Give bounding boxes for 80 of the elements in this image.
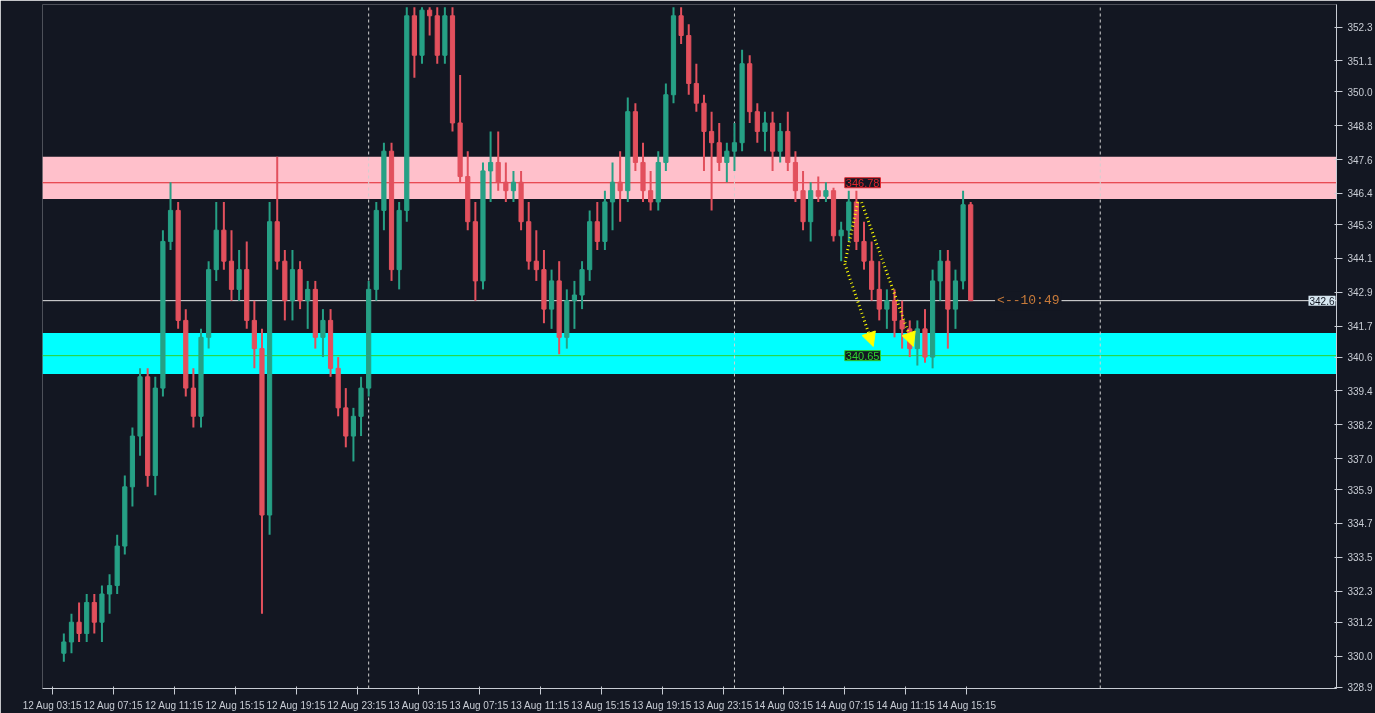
candlestick: [762, 110, 768, 153]
x-tick-label: 12 Aug 07:15: [83, 699, 144, 711]
x-tick-label: 13 Aug 03:15: [388, 699, 448, 711]
y-tick-label: 342.9: [1347, 287, 1373, 299]
candlestick: [106, 573, 113, 615]
candlestick: [510, 169, 517, 203]
candlestick: [678, 6, 684, 45]
candlestick: [838, 220, 844, 263]
y-tick-label: 338.2: [1347, 419, 1373, 431]
candlestick: [914, 319, 920, 367]
candlestick: [777, 121, 783, 164]
candlestick: [571, 279, 578, 330]
candlestick: [594, 200, 600, 251]
x-tick-label: 14 Aug 07:15: [815, 699, 875, 711]
x-tick-label: 14 Aug 15:15: [937, 699, 997, 711]
x-tick-label: 14 Aug 11:15: [876, 699, 936, 711]
x-tick-label: 12 Aug 03:15: [22, 699, 83, 711]
y-tick-label: 346.4: [1347, 188, 1373, 200]
candlestick: [61, 632, 67, 663]
x-tick-label: 14 Aug 03:15: [754, 699, 814, 711]
y-tick-label: 337.0: [1347, 453, 1373, 465]
y-tick-label: 341.7: [1347, 321, 1373, 333]
candlestick: [320, 308, 326, 359]
x-tick-label: 12 Aug 11:15: [144, 699, 204, 711]
candlestick: [884, 288, 890, 330]
candlestick: [495, 130, 501, 192]
candlestick: [91, 593, 97, 635]
y-tick-label: 335.9: [1347, 484, 1373, 496]
x-tick-label: 13 Aug 19:15: [632, 699, 692, 711]
candlestick: [609, 161, 616, 232]
y-tick-label: 345.3: [1347, 219, 1373, 231]
candlestick: [427, 6, 433, 37]
candlestick: [891, 288, 898, 339]
candlestick: [648, 169, 654, 212]
x-tick-label: 12 Aug 23:15: [327, 699, 387, 711]
y-tick-label: 328.9: [1347, 682, 1373, 694]
candlestick: [76, 601, 82, 643]
candlestick: [823, 181, 829, 203]
candlestick: [754, 102, 760, 144]
candlestick: [617, 150, 623, 223]
candlestick: [350, 406, 357, 463]
candlestick: [533, 229, 539, 282]
y-tick-label: 347.6: [1347, 154, 1373, 166]
y-tick-label: 332.3: [1347, 586, 1373, 598]
x-tick-label: 13 Aug 23:15: [693, 699, 753, 711]
candlestick: [861, 220, 867, 271]
ref-line-label: 346.78: [845, 176, 880, 189]
candlestick: [488, 130, 494, 203]
candlestick: [876, 260, 882, 322]
annotation: 342.6: [1309, 295, 1335, 307]
annotation: <--10:49: [997, 293, 1060, 309]
x-tick-label: 13 Aug 15:15: [571, 699, 631, 711]
candlestick: [693, 62, 699, 113]
candlestick: [724, 141, 730, 184]
candlestick: [236, 248, 242, 302]
y-tick-label: 339.4: [1347, 385, 1373, 397]
y-tick-label: 351.1: [1347, 55, 1373, 67]
ref-line-label: 340.65: [845, 349, 880, 362]
candlestick: [899, 299, 905, 350]
x-tick-label: 13 Aug 07:15: [449, 699, 509, 711]
candlestick: [937, 248, 943, 302]
candlestick: [68, 612, 75, 655]
candlestick: [305, 279, 311, 330]
y-tick-label: 348.8: [1347, 120, 1373, 132]
candlestick: [815, 175, 821, 203]
y-tick-label: 344.1: [1347, 253, 1373, 265]
y-tick-label: 350.0: [1347, 86, 1373, 98]
y-tick-label: 334.7: [1347, 518, 1373, 530]
y-tick-label: 333.5: [1347, 552, 1373, 564]
candlestick: [731, 121, 738, 172]
y-tick-label: 340.6: [1347, 352, 1373, 364]
y-tick-label: 330.0: [1347, 651, 1373, 663]
y-tick-label: 331.2: [1347, 617, 1373, 629]
candlestick: [716, 121, 722, 172]
candlestick: [503, 161, 509, 203]
x-tick-label: 12 Aug 15:15: [205, 699, 265, 711]
y-tick-label: 352.3: [1347, 22, 1373, 34]
candlestick: [709, 110, 715, 212]
x-tick-label: 12 Aug 19:15: [266, 699, 326, 711]
x-tick-label: 13 Aug 11:15: [510, 699, 570, 711]
